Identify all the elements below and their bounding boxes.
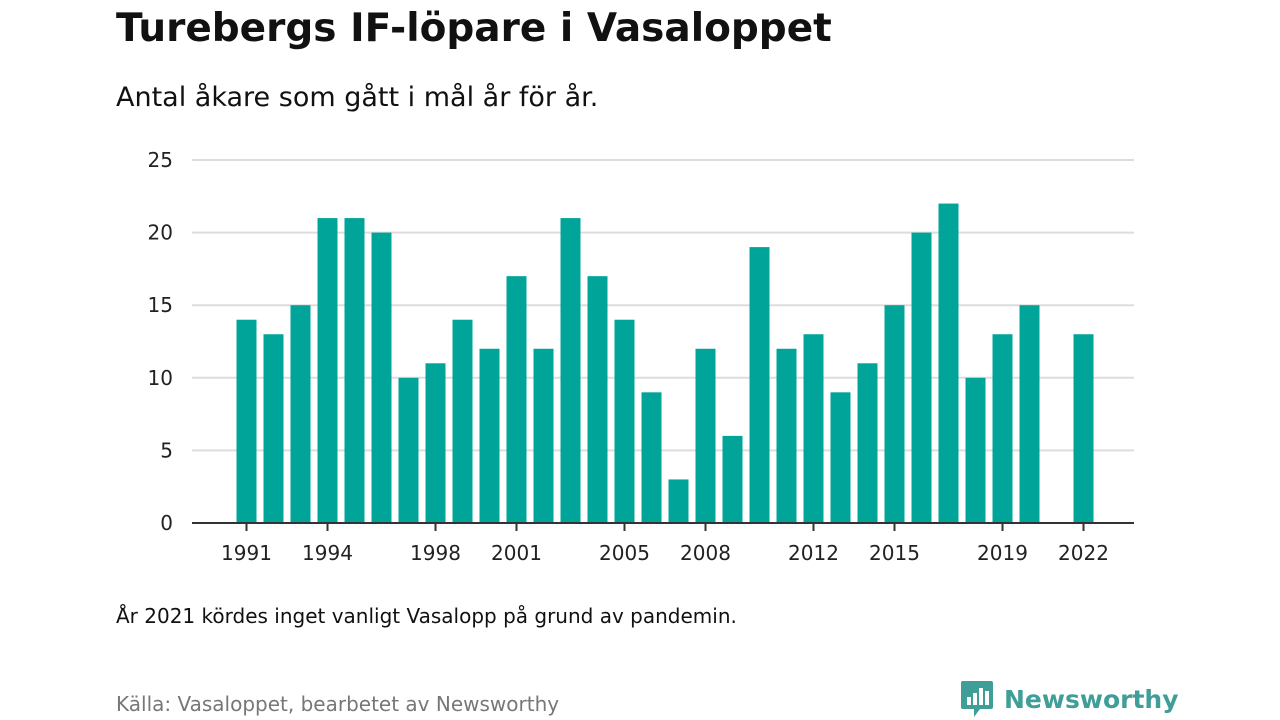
bar-2014[interactable] [857, 363, 878, 523]
footnote: År 2021 kördes inget vanligt Vasalopp på… [116, 604, 737, 628]
bars [236, 203, 1094, 523]
bar-2000[interactable] [479, 348, 500, 523]
bar-1991[interactable] [236, 319, 257, 523]
bar-2017[interactable] [938, 203, 959, 523]
y-tick-label: 10 [148, 366, 173, 390]
y-tick-label: 5 [160, 438, 173, 462]
bar-1993[interactable] [290, 305, 311, 523]
bar-2020[interactable] [1019, 305, 1040, 523]
bar-1994[interactable] [317, 218, 338, 523]
bar-2001[interactable] [506, 276, 527, 523]
chart-subtitle: Antal åkare som gått i mål år för år. [116, 82, 599, 113]
bar-2018[interactable] [965, 377, 986, 523]
bar-1996[interactable] [371, 232, 392, 523]
bar-2011[interactable] [776, 348, 797, 523]
x-tick-label: 2001 [491, 541, 542, 565]
x-tick-label: 2008 [680, 541, 731, 565]
bar-1995[interactable] [344, 218, 365, 523]
x-tick-label: 2005 [599, 541, 650, 565]
bar-1992[interactable] [263, 334, 284, 523]
y-tick-label: 20 [148, 221, 173, 245]
bar-2005[interactable] [614, 319, 635, 523]
y-tick-label: 25 [148, 148, 173, 172]
bar-2012[interactable] [803, 334, 824, 523]
bar-2022[interactable] [1073, 334, 1094, 523]
bar-2015[interactable] [884, 305, 905, 523]
x-tick-label: 1991 [221, 541, 272, 565]
bar-2013[interactable] [830, 392, 851, 523]
chart-title: Turebergs IF-löpare i Vasaloppet [116, 6, 832, 51]
y-tick-label: 0 [160, 511, 173, 535]
x-tick-label: 2015 [869, 541, 920, 565]
x-tick-label: 1994 [302, 541, 353, 565]
bar-1998[interactable] [425, 363, 446, 523]
bar-1999[interactable] [452, 319, 473, 523]
brand-logo[interactable]: Newsworthy [960, 680, 1179, 718]
x-tick-label: 2022 [1058, 541, 1109, 565]
bar-1997[interactable] [398, 377, 419, 523]
bar-chart: 0 5 10 15 20 25 1991 1994 1998 2001 2005 2008 2012 2… [148, 148, 1134, 565]
x-tick-label: 2019 [977, 541, 1028, 565]
bar-2006[interactable] [641, 392, 662, 523]
brand-name: Newsworthy [1004, 684, 1179, 714]
bar-2016[interactable] [911, 232, 932, 523]
x-tick-label: 1998 [410, 541, 461, 565]
bar-2008[interactable] [695, 348, 716, 523]
x-tick-label: 2012 [788, 541, 839, 565]
bar-2010[interactable] [749, 247, 770, 523]
bar-2007[interactable] [668, 479, 689, 523]
bar-2004[interactable] [587, 276, 608, 523]
y-tick-label: 15 [148, 293, 173, 317]
bar-2003[interactable] [560, 218, 581, 523]
newsworthy-logo-icon [961, 681, 993, 717]
bar-2009[interactable] [722, 435, 743, 523]
bar-2019[interactable] [992, 334, 1013, 523]
source-text: Källa: Vasaloppet, bearbetet av Newswort… [116, 692, 560, 716]
y-axis-ticks: 0 5 10 15 20 25 [148, 148, 173, 535]
x-axis-ticks: 1991 1994 1998 2001 2005 2008 2012 2015 2019 2022 [221, 523, 1109, 565]
bar-2002[interactable] [533, 348, 554, 523]
